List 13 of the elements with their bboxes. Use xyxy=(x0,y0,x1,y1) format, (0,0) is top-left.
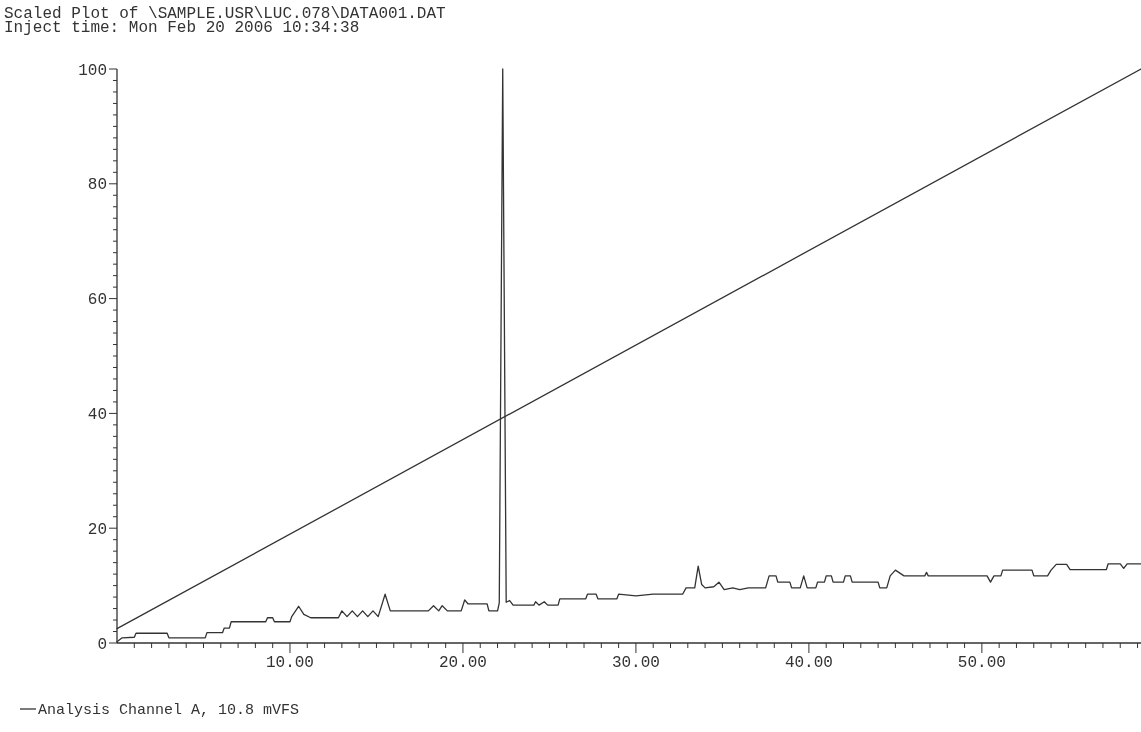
x-tick-label: 50.00 xyxy=(957,654,1006,672)
x-tick-label: 40.00 xyxy=(784,654,833,672)
x-tick-label: 10.00 xyxy=(265,654,314,672)
y-tick-label: 60 xyxy=(87,291,107,310)
legend-label: Analysis Channel A, 10.8 mVFS xyxy=(38,702,300,719)
y-tick-label: 100 xyxy=(78,61,107,80)
x-tick-label: 30.00 xyxy=(611,654,660,672)
y-tick-label: 20 xyxy=(87,520,107,539)
chart-subtitle: Inject time: Mon Feb 20 2006 10:34:38 xyxy=(4,19,360,37)
y-tick-label: 80 xyxy=(87,176,107,195)
y-tick-label: 40 xyxy=(87,406,107,424)
x-tick-label: 20.00 xyxy=(438,654,487,672)
y-tick-label: 0 xyxy=(97,635,107,654)
